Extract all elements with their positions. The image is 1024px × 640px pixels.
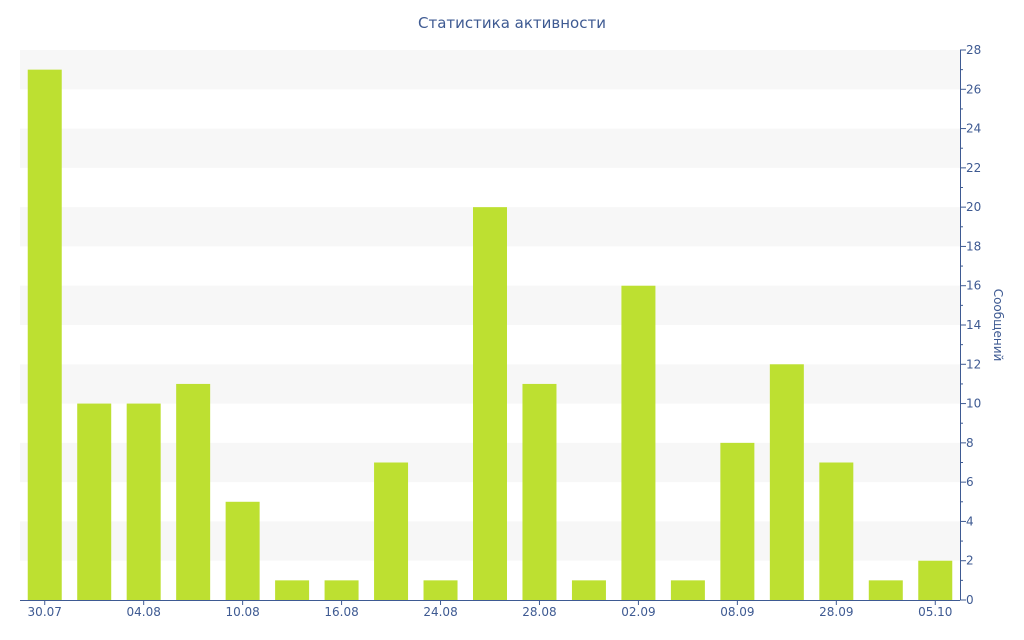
x-tick-label: 28.09 bbox=[819, 605, 853, 619]
y-tick-label: 6 bbox=[966, 475, 974, 489]
bar bbox=[176, 383, 211, 600]
bar bbox=[324, 580, 359, 600]
grid-band bbox=[20, 128, 960, 168]
y-tick-label: 8 bbox=[966, 436, 974, 450]
bar bbox=[374, 462, 409, 600]
y-tick-label: 2 bbox=[966, 554, 974, 568]
bar bbox=[77, 403, 112, 600]
x-tick-label: 24.08 bbox=[423, 605, 457, 619]
y-tick-label: 22 bbox=[966, 161, 981, 175]
bar bbox=[571, 580, 606, 600]
bar bbox=[621, 285, 656, 600]
bar bbox=[769, 364, 804, 600]
y-tick-label: 28 bbox=[966, 43, 981, 57]
bar bbox=[423, 580, 458, 600]
grid-band bbox=[20, 50, 960, 90]
bar bbox=[225, 501, 260, 600]
bar bbox=[720, 442, 755, 600]
y-tick-label: 18 bbox=[966, 239, 981, 253]
y-tick-label: 14 bbox=[966, 318, 981, 332]
bar bbox=[522, 383, 557, 600]
x-tick-label: 02.09 bbox=[621, 605, 655, 619]
y-tick-label: 0 bbox=[966, 593, 974, 607]
bar bbox=[275, 580, 310, 600]
bar bbox=[868, 580, 903, 600]
bar bbox=[27, 69, 62, 600]
x-tick-label: 28.08 bbox=[522, 605, 556, 619]
y-tick-label: 26 bbox=[966, 82, 981, 96]
bar bbox=[819, 462, 854, 600]
bar bbox=[126, 403, 161, 600]
x-tick-label: 08.09 bbox=[720, 605, 754, 619]
y-tick-label: 16 bbox=[966, 279, 981, 293]
x-tick-label: 05.10 bbox=[918, 605, 952, 619]
bar bbox=[918, 560, 953, 600]
bar bbox=[670, 580, 705, 600]
x-tick-label: 30.07 bbox=[28, 605, 62, 619]
x-tick-label: 16.08 bbox=[324, 605, 358, 619]
x-tick-label: 04.08 bbox=[127, 605, 161, 619]
y-tick-label: 24 bbox=[966, 122, 981, 136]
chart-title: Статистика активности bbox=[418, 14, 606, 32]
bar bbox=[473, 207, 507, 600]
y-tick-label: 4 bbox=[966, 514, 974, 528]
x-tick-label: 10.08 bbox=[225, 605, 259, 619]
y-axis-title: Сообщений bbox=[991, 288, 1005, 362]
y-tick-label: 20 bbox=[966, 200, 981, 214]
y-tick-label: 12 bbox=[966, 357, 981, 371]
y-tick-label: 10 bbox=[966, 397, 981, 411]
